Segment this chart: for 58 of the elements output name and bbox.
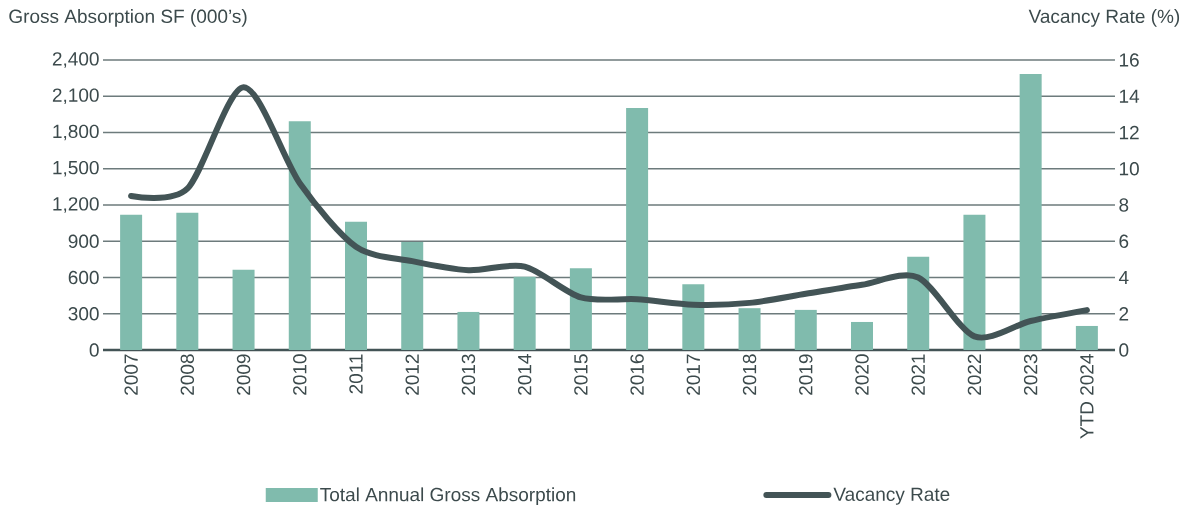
x-tick-label: 2022 (967, 354, 982, 395)
bar (569, 268, 592, 350)
x-tick-label: 2019 (799, 354, 813, 395)
bar (513, 276, 536, 350)
x-tick-label: 2013 (461, 354, 476, 395)
y-tick-label: 2,100 (52, 88, 99, 105)
y2-tick-label: 10 (1119, 162, 1139, 176)
x-tick-label: 2014 (517, 354, 532, 395)
y2-tick-label: 14 (1119, 89, 1140, 103)
bar (345, 221, 367, 350)
x-tick-label: 2012 (405, 354, 419, 395)
x-tick-label: 2016 (630, 354, 644, 395)
x-tick-label: YTD 2024 (1080, 354, 1094, 439)
bar (232, 269, 255, 350)
bar (401, 242, 424, 350)
x-tick-label: 2008 (180, 354, 195, 395)
legend-label: Total Annual Gross Absorption (320, 487, 576, 506)
y-tick-label: 2,400 (52, 52, 99, 68)
bar (176, 212, 199, 350)
x-tick-label: 2018 (742, 354, 757, 395)
y-tick-label: 900 (68, 234, 99, 248)
x-tick-label: 2007 (124, 354, 138, 395)
bar (794, 309, 817, 350)
bar (1019, 74, 1042, 350)
bar (963, 214, 986, 350)
x-tick-label: 2020 (855, 354, 869, 395)
x-tick-label: 2015 (574, 354, 588, 395)
y2-axis-title: Vacancy Rate (%) (1028, 9, 1180, 27)
y2-tick-label: 12 (1119, 125, 1139, 140)
bar (1075, 325, 1098, 350)
y-tick-label: 1,200 (53, 197, 99, 213)
bar (907, 256, 930, 350)
y-tick-label: 600 (68, 270, 99, 285)
bar (288, 121, 311, 350)
y-tick-label: 0 (89, 343, 99, 357)
bar (120, 214, 143, 350)
x-tick-label: 2009 (236, 354, 251, 395)
bar (457, 311, 480, 350)
y2-tick-label: 4 (1118, 270, 1129, 285)
y2-tick-label: 8 (1119, 198, 1129, 212)
y-tick-label: 1,500 (53, 160, 99, 177)
x-tick-label: 2011 (349, 354, 363, 394)
y-tick-label: 1,800 (53, 124, 99, 141)
y2-tick-label: 16 (1119, 53, 1139, 67)
y-axis-title: Gross Absorption SF (000’s) (9, 9, 247, 27)
x-tick-label: 2023 (1023, 354, 1038, 395)
legend-label: Vacancy Rate (833, 487, 950, 505)
bar (738, 308, 761, 350)
x-tick-label: 2010 (293, 354, 307, 395)
y-tick-label: 300 (68, 307, 99, 321)
x-tick-label: 2021 (911, 354, 925, 395)
y2-tick-label: 2 (1119, 307, 1129, 321)
bar (626, 108, 649, 350)
y2-tick-label: 0 (1119, 343, 1129, 357)
y2-tick-label: 6 (1119, 234, 1129, 248)
x-tick-label: 2017 (686, 354, 701, 395)
bar (850, 321, 873, 350)
bar (682, 284, 705, 350)
